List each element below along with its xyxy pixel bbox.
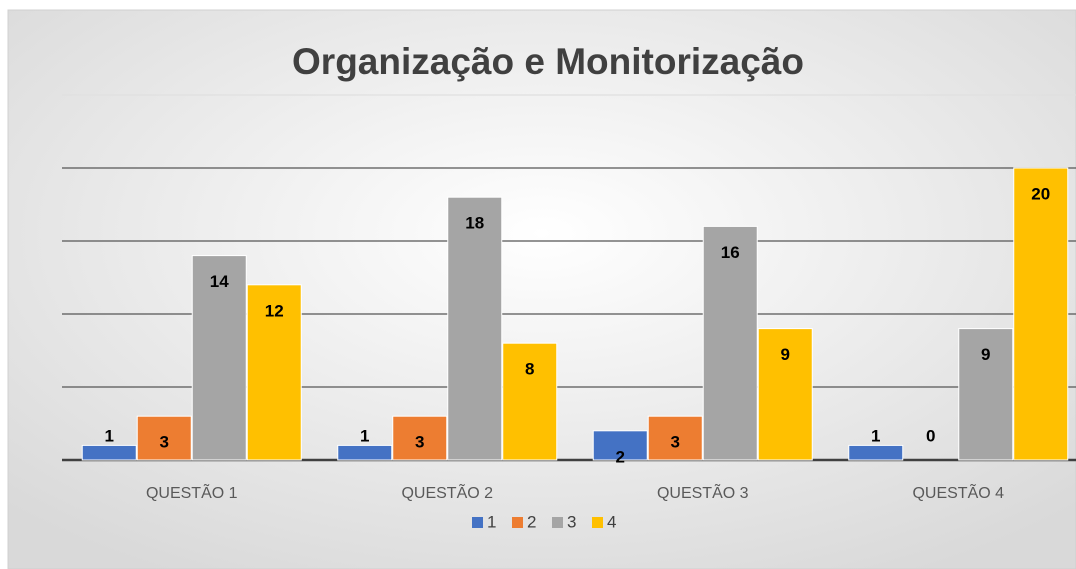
bar: [848, 444, 904, 461]
data-label: 14: [210, 272, 229, 291]
data-label: 9: [981, 345, 990, 364]
data-label: 12: [265, 301, 284, 320]
x-tick-label: QUESTÃO 1: [146, 482, 238, 502]
bar: [246, 284, 302, 461]
bar: [337, 444, 393, 461]
data-label: 2: [616, 447, 625, 466]
data-label: 20: [1031, 184, 1050, 203]
data-label: 3: [671, 433, 680, 452]
legend-swatch: [512, 517, 523, 528]
data-label: 9: [781, 345, 790, 364]
legend-label: 4: [607, 512, 616, 531]
bar: [447, 196, 503, 461]
legend-swatch: [552, 517, 563, 528]
bar: [392, 415, 448, 461]
bar: [958, 328, 1014, 461]
x-tick-label: QUESTÃO 3: [657, 482, 749, 502]
data-label: 3: [415, 433, 424, 452]
bar: [702, 225, 758, 461]
x-tick-label: QUESTÃO 2: [401, 482, 493, 502]
data-label: 1: [871, 426, 880, 445]
data-label: 8: [525, 360, 534, 379]
bar: [647, 415, 703, 461]
legend-label: 1: [487, 512, 496, 531]
x-tick-label: QUESTÃO 4: [912, 482, 1004, 502]
bar: [757, 328, 813, 461]
bar: [136, 415, 192, 461]
legend-label: 2: [527, 512, 536, 531]
chart-title: Organização e Monitorização: [292, 41, 804, 82]
bar: [1013, 167, 1069, 461]
data-label: 1: [105, 426, 114, 445]
legend-label: 3: [567, 512, 576, 531]
data-label: 18: [465, 214, 484, 233]
data-label: 16: [721, 243, 740, 262]
data-label: 3: [160, 433, 169, 452]
bar: [81, 444, 137, 461]
bar: [592, 430, 648, 461]
bar: [502, 342, 558, 461]
chart-background: [7, 9, 1076, 569]
plot-area: QUESTÃO 1 1 3 14 12 QUESTÃO 2 1 3 18 8 QUESTÃO 3 2 3…: [62, 94, 1076, 502]
data-label: 0: [926, 426, 935, 445]
legend-swatch: [472, 517, 483, 528]
data-label: 1: [360, 426, 369, 445]
legend-swatch: [592, 517, 603, 528]
bar: [191, 255, 247, 461]
